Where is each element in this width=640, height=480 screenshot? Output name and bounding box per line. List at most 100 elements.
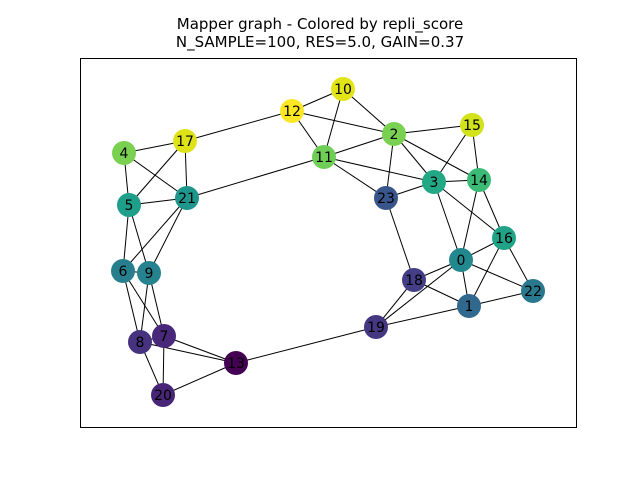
edge-6-7: [122, 270, 165, 337]
node-4: 4: [112, 141, 136, 165]
node-circle: [364, 315, 388, 339]
node-label: 20: [154, 388, 172, 404]
node-17: 17: [173, 129, 197, 153]
edge-21-9: [148, 197, 188, 274]
edge-11-3: [323, 156, 435, 183]
node-label: 21: [178, 191, 196, 207]
edge-2-11: [323, 133, 395, 158]
edge-3-0: [433, 181, 462, 261]
chart-title: Mapper graph - Colored by repli_score: [176, 15, 464, 33]
node-circle: [175, 186, 199, 210]
node-12: 12: [280, 99, 304, 123]
node-1: 1: [457, 294, 481, 318]
edge-17-5: [128, 140, 186, 206]
edge-6-8: [122, 270, 141, 343]
edge-3-16: [433, 181, 505, 239]
node-11: 11: [312, 145, 336, 169]
edge-21-6: [122, 197, 188, 272]
node-7: 7: [152, 324, 176, 348]
edge-12-17: [184, 110, 293, 142]
node-circle: [152, 324, 176, 348]
node-label: 10: [334, 82, 352, 98]
node-circle: [312, 145, 336, 169]
node-15: 15: [460, 113, 484, 137]
node-9: 9: [137, 261, 161, 285]
node-23: 23: [374, 186, 398, 210]
edge-0-22: [460, 259, 534, 292]
node-layer: 10 12 2 15 17 4 11 3 14 5 21 23 16 0 6 9 18 22 1 19 78 13 20: [111, 77, 545, 407]
node-circle: [521, 279, 545, 303]
node-label: 16: [495, 231, 513, 247]
node-label: 19: [367, 320, 385, 336]
node-circle: [457, 294, 481, 318]
node-label: 13: [227, 356, 245, 372]
edge-23-18: [385, 197, 415, 281]
edge-2-15: [393, 124, 473, 135]
node-label: 1: [465, 299, 474, 315]
node-circle: [173, 129, 197, 153]
node-label: 2: [390, 127, 399, 143]
node-circle: [382, 122, 406, 146]
node-2: 2: [382, 122, 406, 146]
node-circle: [460, 113, 484, 137]
node-19: 19: [364, 315, 388, 339]
node-13: 13: [224, 351, 248, 375]
node-14: 14: [467, 168, 491, 192]
node-label: 5: [125, 198, 134, 214]
edge-0-19: [375, 259, 462, 328]
node-circle: [137, 261, 161, 285]
node-label: 23: [377, 191, 395, 207]
edge-14-0: [460, 179, 480, 261]
edge-8-13: [139, 341, 237, 364]
node-circle: [151, 383, 175, 407]
node-label: 22: [524, 284, 542, 300]
node-10: 10: [331, 77, 355, 101]
edge-11-23: [323, 156, 387, 199]
node-label: 18: [405, 273, 423, 289]
node-circle: [112, 141, 136, 165]
node-label: 9: [145, 266, 154, 282]
node-label: 11: [315, 150, 333, 166]
edge-7-13: [163, 335, 237, 364]
node-circle: [449, 248, 473, 272]
node-label: 7: [160, 329, 169, 345]
node-label: 8: [136, 335, 145, 351]
node-6: 6: [111, 259, 135, 283]
edge-1-19: [375, 305, 470, 328]
node-3: 3: [422, 170, 446, 194]
node-22: 22: [521, 279, 545, 303]
node-18: 18: [402, 268, 426, 292]
node-circle: [374, 186, 398, 210]
node-circle: [128, 330, 152, 354]
edge-2-14: [393, 133, 480, 181]
node-label: 3: [430, 175, 439, 191]
chart-subtitle: N_SAMPLE=100, RES=5.0, GAIN=0.37: [175, 33, 465, 51]
edge-12-2: [291, 110, 395, 135]
edge-13-19: [235, 326, 377, 364]
node-circle: [331, 77, 355, 101]
node-label: 14: [470, 173, 488, 189]
node-0: 0: [449, 248, 473, 272]
node-20: 20: [151, 383, 175, 407]
node-8: 8: [128, 330, 152, 354]
node-label: 4: [120, 146, 129, 162]
node-circle: [467, 168, 491, 192]
node-circle: [492, 226, 516, 250]
edge-11-21: [186, 156, 325, 199]
edge-13-20: [162, 362, 237, 396]
node-circle: [402, 268, 426, 292]
node-label: 6: [119, 264, 128, 280]
node-circle: [117, 193, 141, 217]
node-circle: [111, 259, 135, 283]
node-label: 17: [176, 134, 194, 150]
edge-4-21: [123, 152, 188, 199]
node-circle: [224, 351, 248, 375]
node-label: 15: [463, 118, 481, 134]
node-5: 5: [117, 193, 141, 217]
plot-frame: [80, 58, 577, 428]
node-label: 12: [283, 104, 301, 120]
edge-16-1: [468, 237, 505, 307]
node-label: 0: [457, 253, 466, 269]
node-circle: [280, 99, 304, 123]
